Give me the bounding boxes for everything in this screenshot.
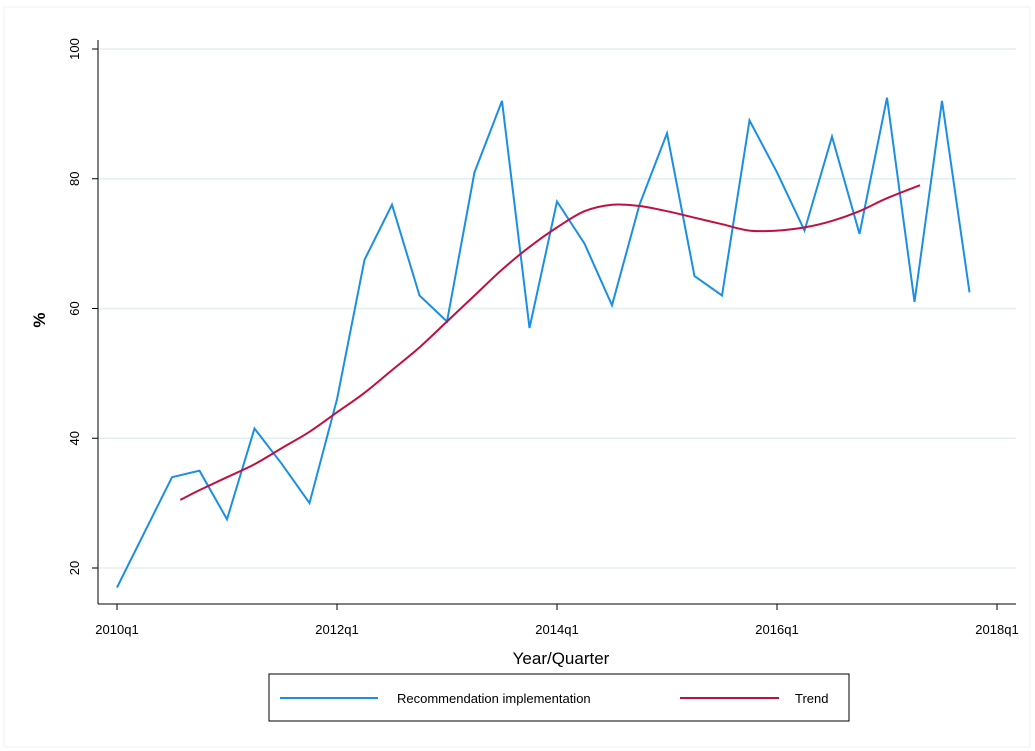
x-ticks: 2010q1 2012q1 2014q1 2016q1 2018q1	[95, 604, 1019, 637]
y-tick-label: 80	[67, 172, 82, 186]
series-line-recommendation-implementation	[116, 97, 971, 588]
legend: Recommendation implementation Trend	[268, 673, 850, 722]
y-tick-label: 40	[67, 431, 82, 445]
x-tick-label: 2012q1	[315, 622, 358, 637]
series-line-trend	[179, 184, 921, 501]
y-tick-label: 60	[67, 301, 82, 315]
x-tick-label: 2010q1	[95, 622, 138, 637]
legend-label-recommendation-implementation: Recommendation implementation	[397, 691, 591, 706]
y-axis-title: %	[30, 312, 49, 327]
x-tick-label: 2016q1	[755, 622, 798, 637]
legend-label-trend: Trend	[795, 691, 828, 706]
x-tick-label: 2018q1	[975, 622, 1018, 637]
chart-frame	[3, 6, 1031, 748]
y-ticks: 20 40 60 80 100	[67, 38, 98, 575]
y-tick-label: 20	[67, 561, 82, 575]
y-tick-label: 100	[67, 38, 82, 60]
x-tick-label: 2014q1	[535, 622, 578, 637]
axes	[97, 40, 1016, 605]
x-axis-title: Year/Quarter	[513, 649, 610, 668]
